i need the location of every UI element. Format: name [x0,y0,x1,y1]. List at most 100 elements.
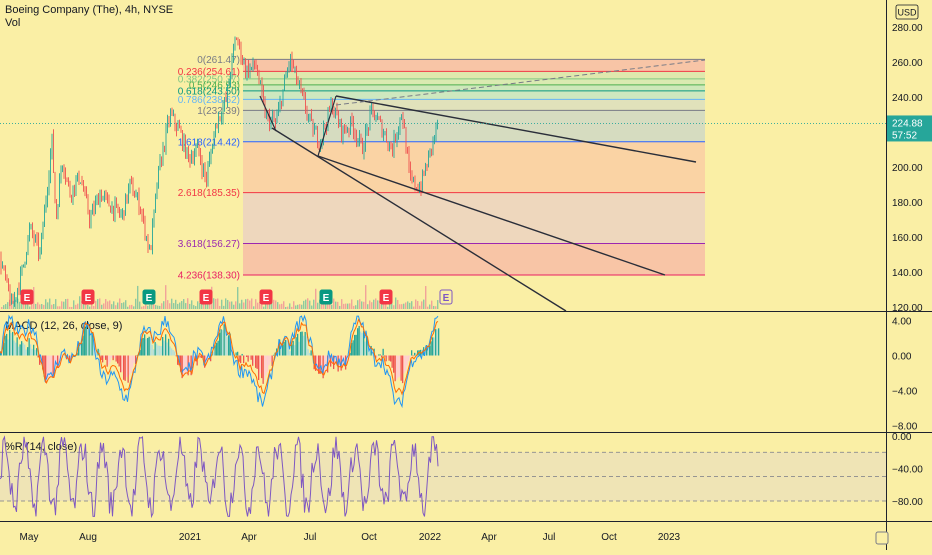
macd-histogram-bar [8,339,9,355]
volume-bar [147,306,148,309]
macd-histogram-bar [362,333,363,355]
volume-bar [103,303,104,309]
macd-histogram-bar [153,349,154,355]
macd-histogram-bar [183,356,184,376]
volume-bar [19,302,20,309]
volume-bar [347,304,348,309]
macd-histogram-bar [273,355,274,356]
volume-bar [233,305,234,309]
volume-bar [45,299,46,309]
macd-histogram-bar [24,345,25,356]
volume-bar [251,298,252,309]
macd-histogram-bar [389,356,390,361]
macd-histogram-bar [266,356,267,376]
volume-bar [135,299,136,309]
macd-histogram-bar [411,350,412,355]
macd-histogram-bar [408,356,409,361]
time-axis-tick-label: Jul [304,532,317,543]
price-axis-tick-label: 260.00 [892,58,923,69]
macd-histogram-bar [249,356,250,358]
volume-bar [407,301,408,309]
volume-bar [121,303,122,309]
volume-bar [37,302,38,309]
volume-bar [425,286,426,309]
macd-histogram-bar [252,356,253,366]
volume-bar [351,299,352,309]
volume-bar [313,300,314,309]
volume-bar [161,303,162,309]
fib-level-label: 0.786(238.62) [178,95,240,106]
macd-histogram-bar [20,344,21,355]
macd-histogram-bar [149,337,150,356]
settings-corner [876,532,888,544]
fib-band [243,244,705,275]
macd-histogram-bar [165,334,166,355]
volume-bar [51,305,52,309]
earnings-marker-letter: E [146,293,153,304]
macd-histogram-bar [219,333,220,356]
volume-bar [255,299,256,309]
volume-bar [345,304,346,309]
volume-bar [3,305,4,309]
macd-histogram-bar [129,356,130,375]
macd-histogram-bar [401,356,402,381]
earnings-marker-letter: E [24,293,31,304]
macd-histogram-bar [125,356,126,381]
macd-histogram-bar [152,345,153,356]
symbol-title[interactable]: Boeing Company (The), 4h, NYSE [5,4,173,17]
volume-bar [433,306,434,309]
volume-bar [295,305,296,309]
volume-bar [119,298,120,309]
volume-bar [143,306,144,309]
macd-title: MACD (12, 26, close, 9) [5,320,122,332]
volume-bar [157,306,158,309]
earnings-marker: E [380,290,392,304]
macd-histogram-bar [185,356,186,375]
volume-bar [61,301,62,309]
volume-bar [131,305,132,309]
volume-bar [219,306,220,309]
macd-histogram-bar [18,347,19,356]
volume-label[interactable]: Vol [5,17,173,30]
volume-bar [375,298,376,309]
volume-bar [41,304,42,309]
macd-histogram-bar [405,356,406,372]
earnings-marker: E [320,290,332,304]
volume-bar [167,300,168,309]
volume-bar [113,301,114,309]
macd-histogram-bar [173,350,174,355]
macd-histogram-bar [21,341,22,355]
volume-bar [275,300,276,309]
volume-bar [257,303,258,309]
volume-bar [73,300,74,309]
volume-bar [241,300,242,309]
earnings-marker: E [200,290,212,304]
macd-histogram-bar [383,349,384,356]
fib-band [243,193,705,244]
macd-histogram-bar [437,329,438,355]
macd-histogram-bar [155,342,156,355]
time-axis-tick-label: 2023 [658,532,681,543]
macd-histogram-bar [309,353,310,356]
volume-bar [223,306,224,309]
volume-bar [393,305,394,309]
macd-axis-tick-label: 4.00 [892,317,912,328]
macd-histogram-bar [131,356,132,374]
volume-bar [133,306,134,309]
volume-bar [105,299,106,309]
volume-bar [263,307,264,309]
macd-histogram-bar [398,356,399,378]
volume-bar [421,301,422,309]
macd-histogram-bar [158,346,159,356]
volume-bar [191,300,192,309]
macd-histogram-bar [359,326,360,356]
volume-bar [281,304,282,309]
volume-bar [423,300,424,309]
volume-bar [29,306,30,309]
macd-histogram-bar [186,356,187,374]
macd-histogram-bar [284,342,285,356]
time-axis-tick-label: Jul [543,532,556,543]
macd-histogram-bar [23,343,24,356]
volume-bar [95,301,96,309]
